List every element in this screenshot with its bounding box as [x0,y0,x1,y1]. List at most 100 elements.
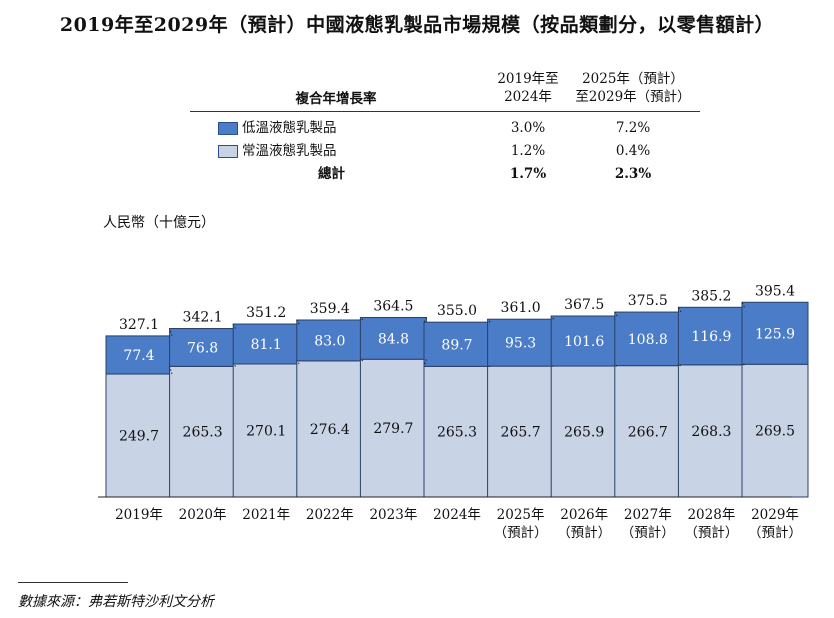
cagr-header-label: 複合年增長率 [295,91,377,107]
bar-segment-ambient [169,365,237,498]
connector-line [741,302,745,308]
bar-segment-ambient [487,365,555,498]
cagr-value: 1.7% [509,166,547,182]
data-label-ambient: 268.3 [691,424,731,440]
data-label-ambient: 265.9 [564,425,604,441]
connector-line [487,318,491,323]
x-tick-label: 2026年 [560,507,608,523]
data-label-total: 327.1 [119,317,159,333]
connector-line [169,328,173,337]
connector-line [677,307,682,313]
footnote-divider [18,582,128,583]
cagr-row-total: 總計 1.7% 2.3% [190,163,700,185]
table-divider [190,111,700,112]
cagr-value: 3.0% [510,120,546,136]
cagr-header-period-1: 2019年至 2024年 [490,70,566,106]
x-tick-label: 2021年 [242,507,290,523]
connector-line [296,319,300,325]
data-label-total: 342.1 [183,310,223,326]
connector-line [423,359,427,367]
cagr-row-ambient: 常溫液態乳製品 1.2% 0.4% [190,140,700,162]
bar-segment-ambient [614,365,682,498]
chart-title: 2019年至2029年（預計）中國液態乳製品市場規模（按品類劃分，以零售額計） [59,14,775,36]
data-label-ambient: 249.7 [119,429,159,445]
x-tick-label: 2019年 [115,507,163,523]
x-tick-label: 2028年 [687,507,735,523]
bar-segment-ambient [296,360,364,498]
data-label-total: 364.5 [373,298,413,314]
x-tick-label: 2027年 [624,507,672,523]
bar-segment-low-temp [359,316,427,360]
data-label-ambient: 279.7 [373,421,413,437]
connector-line [296,360,300,365]
bar-segment-ambient [423,365,491,498]
data-label-total: 385.2 [691,288,731,304]
bar-segment-low-temp [741,301,809,365]
data-label-low-temp: 76.8 [187,340,218,356]
data-label-low-temp: 77.4 [123,348,154,364]
x-tick-label: 2022年 [306,507,354,523]
data-label-low-temp: 101.6 [564,334,604,350]
connector-line [678,364,681,367]
data-label-total: 355.0 [437,303,477,319]
data-label-ambient: 266.7 [628,424,668,440]
connector-line [232,323,237,329]
bar-segment-low-temp [550,315,618,367]
connector-line [360,358,364,362]
cagr-value: 0.4% [615,143,651,159]
x-tick-label: 2024年 [433,507,481,523]
connector-line [232,363,236,367]
connector-line [614,311,618,317]
data-label-low-temp: 84.8 [378,331,409,347]
connector-line [423,317,427,323]
data-label-low-temp: 81.1 [251,337,282,353]
x-tick-label: 2029年 [751,507,799,523]
cagr-header-period-2: 2025年（預計） 至2029年（預計） [568,70,698,106]
cagr-row-label: 低溫液態乳製品 [242,120,337,136]
cagr-row-label: 常溫液態乳製品 [242,143,337,159]
data-label-ambient: 265.7 [501,425,541,441]
data-label-ambient: 265.3 [437,425,477,441]
data-label-low-temp: 95.3 [505,336,536,352]
data-label-total: 361.0 [501,300,541,316]
data-label-total: 367.5 [564,297,604,313]
x-tick-label: 2023年 [369,507,417,523]
x-tick-label-sub: （預計） [621,525,675,541]
cagr-header-period-1-line2: 2024年 [504,89,552,105]
cagr-header-period-2-line1: 2025年（預計） [582,71,684,87]
data-label-ambient: 276.4 [310,422,350,438]
cagr-value: 2.3% [614,166,652,182]
data-label-low-temp: 89.7 [441,337,472,353]
cagr-header-period-2-line2: 至2029年（預計） [575,89,691,105]
x-tick-label-sub: （預計） [748,525,802,541]
cagr-value: 7.2% [615,120,651,136]
connector-line [169,366,173,375]
cagr-header-period-1-line1: 2019年至 [497,71,559,87]
legend-swatch-ambient [218,145,238,158]
x-tick-label-sub: （預計） [557,525,611,541]
x-tick-label: 2025年 [497,507,545,523]
x-tick-label-sub: （預計） [684,525,738,541]
bar-segment-low-temp [614,311,682,367]
bar-segment-ambient [550,365,618,498]
data-label-total: 395.4 [755,283,795,299]
cagr-value: 1.2% [510,143,546,159]
data-label-ambient: 270.1 [246,423,286,439]
bar-segment-ambient [359,358,427,498]
data-label-low-temp: 108.8 [628,332,668,348]
data-label-ambient: 265.3 [183,425,223,441]
connector-line [360,317,364,321]
x-tick-label-sub: （預計） [494,525,548,541]
data-label-low-temp: 125.9 [755,326,795,342]
data-label-low-temp: 116.9 [691,329,731,345]
bar-segment-low-temp [296,319,364,362]
bar-segment-low-temp [487,318,555,367]
bar-segment-low-temp [677,306,745,366]
connector-line [741,363,745,366]
legend-swatch-low-temp [218,122,238,135]
source-note: 數據來源：弗若斯特沙利文分析 [18,594,214,610]
data-label-low-temp: 83.0 [314,333,345,349]
y-axis-unit-label: 人民幣（十億元） [103,215,215,231]
cagr-row-low-temp: 低溫液態乳製品 3.0% 7.2% [190,117,700,139]
